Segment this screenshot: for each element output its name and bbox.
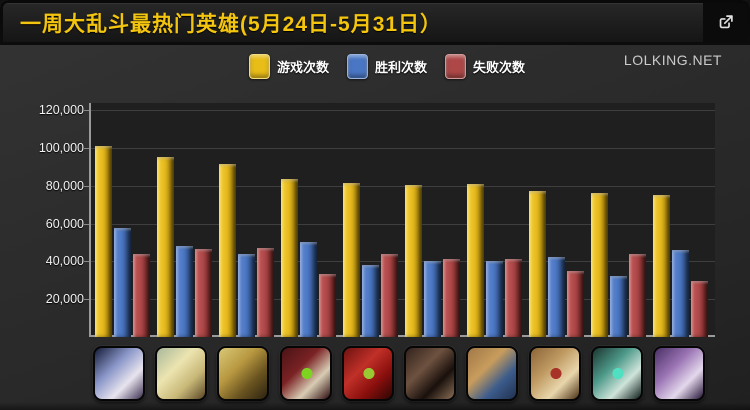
bar-games-ashe[interactable] <box>95 145 112 337</box>
bar-group-bomb-robot <box>281 110 336 337</box>
gridline <box>91 110 715 111</box>
champion-icon-ashe[interactable] <box>93 346 145 401</box>
header: 一周大乱斗最热门英雄(5月24日-5月31日） <box>0 0 750 45</box>
legend: 游戏次数 胜利次数 失败次数 <box>248 54 525 79</box>
champion-icon-blonde-fighter[interactable] <box>217 346 270 401</box>
bar-group-garen <box>467 110 522 337</box>
bar-wins-red-monster[interactable] <box>362 265 379 337</box>
bar-games-zilean[interactable] <box>591 193 608 337</box>
y-tick-label: 100,000 <box>38 140 84 155</box>
bar-wins-teemo[interactable] <box>548 256 565 337</box>
bar-wins-ashe[interactable] <box>114 228 131 337</box>
bar-games-blonde-fighter[interactable] <box>219 163 236 337</box>
champion-icon-row <box>93 346 705 401</box>
y-axis-spine <box>89 103 91 337</box>
legend-label: 失败次数 <box>473 60 526 75</box>
bar-games-bearded-gunman[interactable] <box>405 184 422 337</box>
bar-group-bearded-gunman <box>405 110 460 337</box>
y-tick-label: 80,000 <box>45 178 84 193</box>
legend-swatch-wins <box>346 54 368 79</box>
gridline <box>91 299 715 301</box>
bar-wins-garen[interactable] <box>486 261 503 337</box>
external-link-icon <box>719 15 733 29</box>
y-tick-mark <box>84 261 89 263</box>
bar-group-blonde-fighter <box>219 110 274 337</box>
bar-losses-red-monster[interactable] <box>381 253 398 337</box>
y-tick-mark <box>84 147 89 149</box>
y-tick-label: 40,000 <box>45 254 84 269</box>
bar-losses-bearded-gunman[interactable] <box>443 259 460 337</box>
bar-group-red-monster <box>343 110 398 337</box>
bar-games-graves-shells[interactable] <box>157 157 174 337</box>
gridline <box>91 147 715 149</box>
bar-wins-soraka[interactable] <box>672 249 689 337</box>
chart-title: 一周大乱斗最热门英雄(5月24日-5月31日） <box>20 13 443 36</box>
bar-losses-ashe[interactable] <box>133 253 150 337</box>
bar-losses-graves-shells[interactable] <box>195 249 212 337</box>
y-tick-label: 20,000 <box>45 292 84 307</box>
bar-wins-zilean[interactable] <box>610 276 627 337</box>
bar-games-teemo[interactable] <box>529 191 546 337</box>
champion-icon-bearded-gunman[interactable] <box>404 346 457 401</box>
bar-group-graves-shells <box>157 110 212 337</box>
y-tick-label: 60,000 <box>45 216 84 231</box>
bar-losses-soraka[interactable] <box>691 281 708 337</box>
champion-icon-red-monster[interactable] <box>341 346 394 401</box>
bar-wins-bomb-robot[interactable] <box>300 242 317 337</box>
champion-icon-soraka[interactable] <box>652 346 705 401</box>
y-tick-mark <box>84 185 89 187</box>
bar-wins-graves-shells[interactable] <box>176 246 193 337</box>
legend-swatch-losses <box>445 54 467 79</box>
champion-icon-garen[interactable] <box>466 346 519 401</box>
x-axis-spine <box>89 335 715 337</box>
bar-group-teemo <box>529 110 584 337</box>
bar-losses-bomb-robot[interactable] <box>319 273 336 337</box>
bar-group-zilean <box>591 110 646 337</box>
bar-losses-zilean[interactable] <box>629 253 646 337</box>
bar-losses-teemo[interactable] <box>567 270 584 337</box>
legend-label: 胜利次数 <box>374 60 428 75</box>
bar-losses-blonde-fighter[interactable] <box>257 248 274 337</box>
y-tick-mark <box>84 223 89 225</box>
gridline <box>91 185 715 187</box>
external-link-button[interactable] <box>703 3 747 42</box>
y-tick-mark <box>84 299 89 301</box>
bar-games-bomb-robot[interactable] <box>281 179 298 337</box>
legend-label: 游戏次数 <box>276 60 329 75</box>
legend-item-games[interactable]: 游戏次数 <box>248 54 329 79</box>
champion-icon-zilean[interactable] <box>590 346 643 401</box>
gridline <box>91 261 715 263</box>
legend-item-wins[interactable]: 胜利次数 <box>346 54 428 79</box>
bar-series-container <box>91 110 715 337</box>
bar-wins-bearded-gunman[interactable] <box>424 261 441 337</box>
legend-swatch-games <box>248 54 270 79</box>
legend-item-losses[interactable]: 失败次数 <box>445 54 525 79</box>
bar-games-garen[interactable] <box>467 183 484 337</box>
gridline <box>91 223 715 225</box>
bar-losses-garen[interactable] <box>505 259 522 337</box>
bar-group-soraka <box>653 110 708 337</box>
watermark: LOLKING.NET <box>623 52 722 68</box>
header-bar: 一周大乱斗最热门英雄(5月24日-5月31日） <box>3 3 703 42</box>
champion-icon-teemo[interactable] <box>528 346 581 401</box>
y-tick-mark <box>84 110 89 111</box>
bar-wins-blonde-fighter[interactable] <box>238 253 255 337</box>
bar-group-ashe <box>95 110 150 337</box>
bottom-fade <box>0 402 750 410</box>
champion-icon-bomb-robot[interactable] <box>279 346 332 401</box>
champion-icon-graves-shells[interactable] <box>155 346 208 401</box>
bar-games-red-monster[interactable] <box>343 182 360 337</box>
y-tick-label: 120,000 <box>38 103 84 117</box>
bar-games-soraka[interactable] <box>653 195 670 337</box>
